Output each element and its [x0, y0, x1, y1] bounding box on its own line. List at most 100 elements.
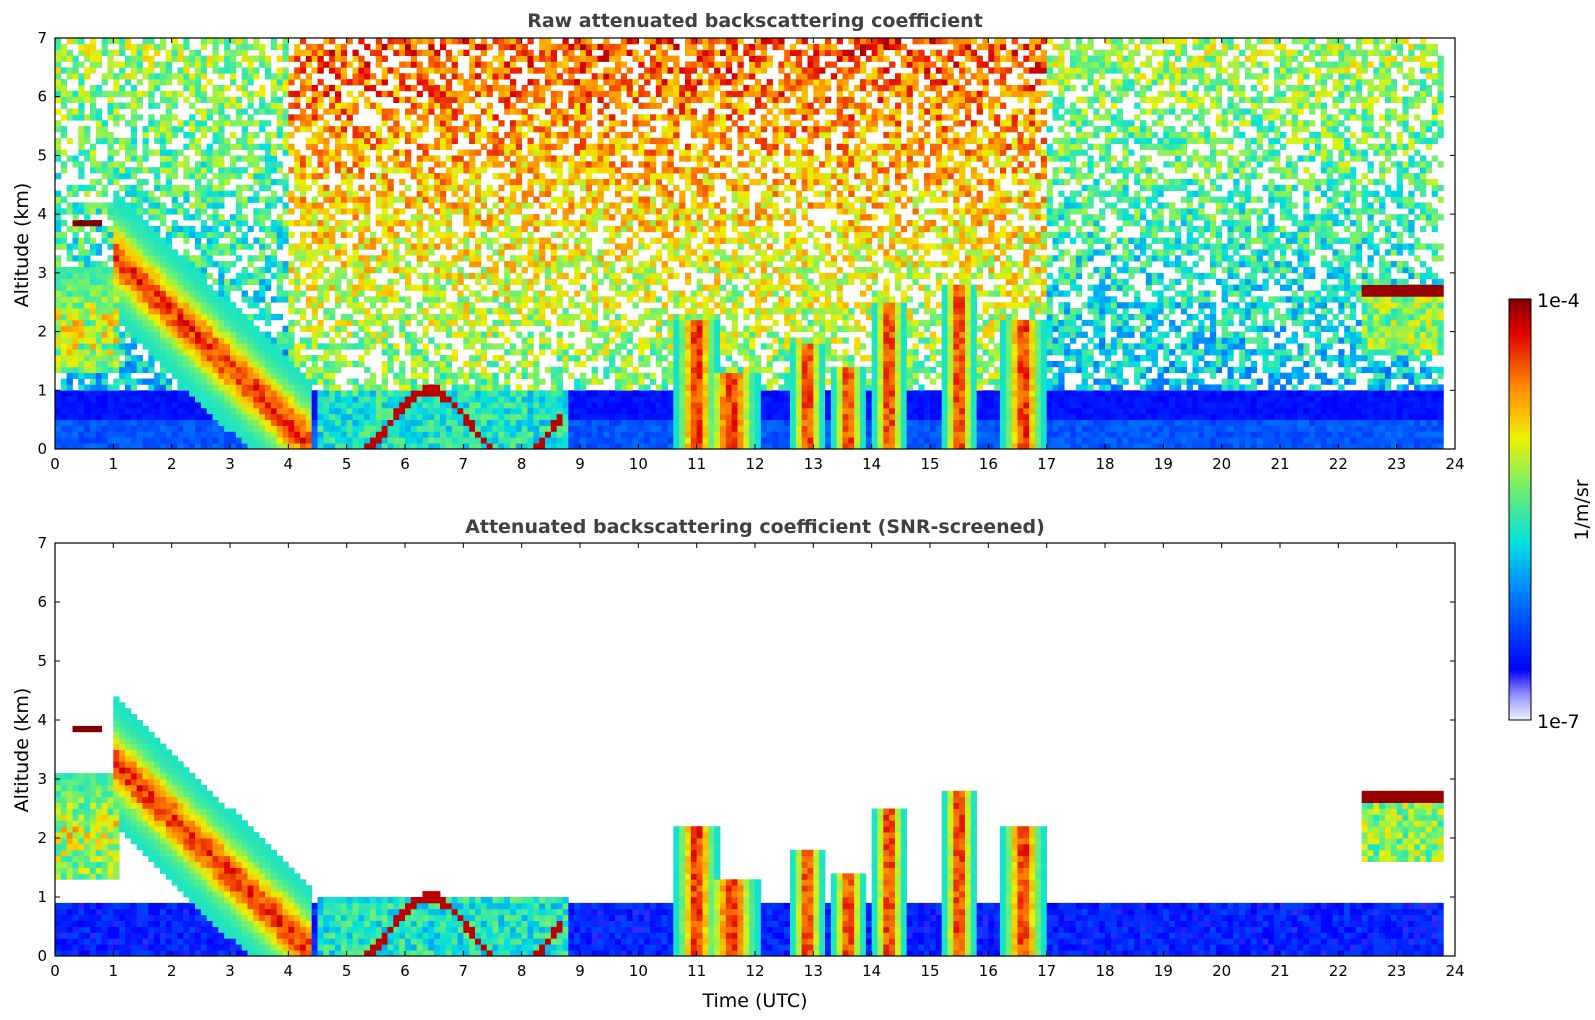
heatmap-cell: [125, 167, 131, 173]
heatmap-cell: [195, 167, 201, 173]
heatmap-cell: [90, 414, 96, 420]
heatmap-cell: [166, 426, 172, 432]
heatmap-cell: [580, 144, 586, 150]
heatmap-cell: [259, 279, 265, 285]
heatmap-cell: [143, 302, 149, 308]
heatmap-cell: [73, 114, 79, 120]
heatmap-cell: [469, 355, 475, 361]
heatmap-cell: [137, 437, 143, 443]
heatmap-cell: [358, 390, 364, 396]
heatmap-cell: [358, 126, 364, 132]
heatmap-cell: [364, 308, 370, 314]
heatmap-cell: [370, 332, 376, 338]
heatmap-cell: [236, 97, 242, 103]
heatmap-cell: [376, 132, 382, 138]
heatmap-cell: [580, 302, 586, 308]
heatmap-cell: [382, 285, 388, 291]
heatmap-cell: [148, 208, 154, 214]
heatmap-cell: [67, 296, 73, 302]
heatmap-cell: [137, 296, 143, 302]
heatmap-cell: [364, 390, 370, 396]
heatmap-cell: [522, 91, 528, 97]
heatmap-cell: [277, 161, 283, 167]
heatmap-cell: [189, 144, 195, 150]
heatmap-cell: [475, 120, 481, 126]
heatmap-cell: [382, 255, 388, 261]
heatmap-cell: [55, 349, 61, 355]
heatmap-cell: [288, 279, 294, 285]
heatmap-cell: [388, 114, 394, 120]
heatmap-cell: [574, 431, 580, 437]
heatmap-cell: [283, 132, 289, 138]
heatmap-cell: [218, 302, 224, 308]
heatmap-cell: [510, 67, 516, 73]
heatmap-cell: [516, 167, 522, 173]
heatmap-cell: [335, 144, 341, 150]
heatmap-cell: [609, 349, 615, 355]
heatmap-cell: [73, 290, 79, 296]
heatmap-cell: [364, 220, 370, 226]
heatmap-cell: [522, 349, 528, 355]
heatmap-cell: [417, 437, 423, 443]
heatmap-cell: [603, 208, 609, 214]
heatmap-cell: [376, 155, 382, 161]
heatmap-cell: [288, 197, 294, 203]
heatmap-cell: [458, 249, 464, 255]
heatmap-cell: [411, 420, 417, 426]
heatmap-cell: [160, 255, 166, 261]
heatmap-cell: [598, 138, 604, 144]
heatmap-cell: [218, 120, 224, 126]
heatmap-cell: [224, 261, 230, 267]
heatmap-cell: [522, 155, 528, 161]
heatmap-cell: [294, 379, 300, 385]
heatmap-cell: [428, 285, 434, 291]
heatmap-cell: [67, 420, 73, 426]
heatmap-cell: [463, 232, 469, 238]
heatmap-cell: [405, 414, 411, 420]
heatmap-cell: [545, 244, 551, 250]
heatmap-cell: [417, 214, 423, 220]
heatmap-cell: [143, 273, 149, 279]
heatmap-cell: [160, 261, 166, 267]
heatmap-cell: [545, 85, 551, 91]
heatmap-cell: [376, 396, 382, 402]
heatmap-cell: [119, 332, 125, 338]
heatmap-cell: [277, 332, 283, 338]
heatmap-cell: [516, 426, 522, 432]
heatmap-cell: [329, 414, 335, 420]
heatmap-cell: [411, 61, 417, 67]
heatmap-cell: [119, 44, 125, 50]
heatmap-cell: [306, 273, 312, 279]
heatmap-cell: [312, 138, 318, 144]
heatmap-cell: [218, 314, 224, 320]
heatmap-cell: [493, 56, 499, 62]
heatmap-cell: [300, 373, 306, 379]
heatmap-cell: [452, 208, 458, 214]
heatmap-cell: [440, 320, 446, 326]
heatmap-cell: [603, 273, 609, 279]
heatmap-cell: [218, 390, 224, 396]
heatmap-cell: [335, 420, 341, 426]
heatmap-cell: [423, 249, 429, 255]
heatmap-cell: [592, 285, 598, 291]
heatmap-cell: [213, 420, 219, 426]
heatmap-cell: [230, 161, 236, 167]
heatmap-cell: [440, 326, 446, 332]
heatmap-cell: [230, 167, 236, 173]
heatmap-cell: [423, 296, 429, 302]
heatmap-cell: [440, 120, 446, 126]
heatmap-cell: [393, 120, 399, 126]
heatmap-cell: [312, 379, 318, 385]
heatmap-cell: [603, 103, 609, 109]
heatmap-cell: [463, 220, 469, 226]
heatmap-cell: [131, 343, 137, 349]
heatmap-cell: [189, 56, 195, 62]
heatmap-cell: [458, 426, 464, 432]
heatmap-cell: [230, 367, 236, 373]
heatmap-cell: [236, 332, 242, 338]
heatmap-cell: [545, 79, 551, 85]
heatmap-cell: [376, 255, 382, 261]
heatmap-cell: [242, 197, 248, 203]
heatmap-cell: [393, 379, 399, 385]
heatmap-cell: [207, 79, 213, 85]
